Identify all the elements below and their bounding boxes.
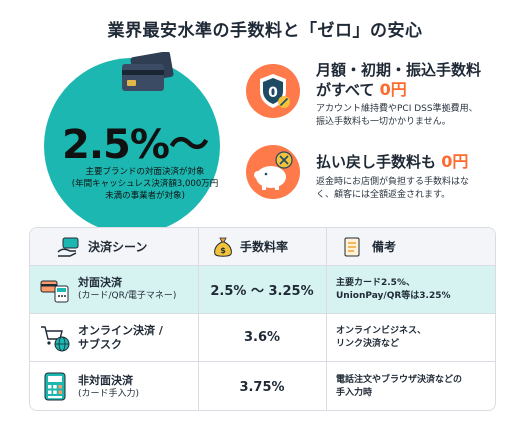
hero-note-line: (年間キャッシュレス決済額3,000万円 — [71, 179, 219, 189]
rate-cell: 3.6% — [243, 330, 281, 345]
table-header-row: 決済シーン $ 手数料率 備考 — [30, 228, 495, 266]
zero-yen-label: 0円 — [379, 80, 407, 99]
scene-cell: 非対面決済 (カード手入力) — [78, 362, 140, 410]
note-line: リンク決済など — [336, 338, 400, 349]
calculator-icon — [44, 372, 66, 401]
feature-title: 月額・初期・振込手数料 がすべて 0円 — [316, 60, 481, 100]
table-row: 非対面決済 (カード手入力) 3.75% 電話注文やブラウザ決済などの 手入力時 — [30, 362, 495, 410]
note-line: 手入力時 — [336, 388, 373, 398]
hero-note-line: 未満の事業者が対象) — [105, 191, 185, 201]
feature-desc-line: 振込手数料も一切かかりません。 — [316, 117, 451, 127]
shield-zero-icon: 0 — [246, 64, 300, 118]
table-row: オンライン決済 / サブスク 3.6% オンラインビジネス、 リンク決済など — [30, 314, 495, 362]
piggy-bank-icon — [246, 145, 300, 199]
feature-desc-line: く、顧客には全額返金されます。 — [316, 190, 451, 200]
header-rate: 手数料率 — [240, 240, 289, 254]
rate-cell: 3.75% — [239, 379, 285, 395]
hero-rate: 2.5%〜 — [62, 122, 209, 168]
money-bag-icon: $ — [214, 237, 232, 257]
feature-title: 払い戻し手数料も 0円 — [316, 152, 468, 172]
card-terminal-icon — [40, 280, 69, 303]
table-row: 対面決済 (カード/QR/電子マネー) 2.5% 〜 3.25% 主要カード2.… — [30, 266, 495, 314]
feature-description: 返金時にお店側が負担する手数料はな く、顧客には全額返金されます。 — [316, 176, 469, 202]
zero-yen-label: 0円 — [441, 152, 469, 171]
note-line: 電話注文やブラウザ決済などの — [336, 375, 463, 385]
header-scene: 決済シーン — [88, 240, 148, 254]
note-cell: 主要カード2.5%、 UnionPay/QR等は3.25% — [336, 266, 451, 313]
rate-cell: 2.5% 〜 3.25% — [210, 284, 314, 299]
scene-cell: オンライン決済 / サブスク — [78, 314, 163, 361]
note-line: オンラインビジネス、 — [336, 325, 427, 336]
headline: 業界最安水準の手数料と「ゼロ」の安心 — [107, 21, 423, 41]
scene-cell: 対面決済 (カード/QR/電子マネー) — [78, 266, 176, 313]
note-cell: 電話注文やブラウザ決済などの 手入力時 — [336, 362, 463, 410]
feature-desc-line: アカウント維持費やPCI DSS準拠費用、 — [316, 104, 478, 114]
scene-name: オンライン決済 / — [78, 323, 163, 337]
scene-name: 非対面決済 — [78, 373, 133, 387]
scene-name: 対面決済 — [78, 276, 122, 289]
fee-table: 決済シーン $ 手数料率 備考 — [29, 227, 496, 411]
hero-note-line: 主要ブランドの対面決済が対象 — [85, 167, 205, 177]
feature-title-prefix: 払い戻し手数料も — [316, 153, 437, 171]
memo-icon — [344, 237, 360, 257]
feature-title-prefix: がすべて — [316, 81, 375, 99]
card-hand-icon — [57, 237, 79, 257]
credit-card-icon — [122, 52, 174, 91]
feature-description: アカウント維持費やPCI DSS準拠費用、 振込手数料も一切かかりません。 — [316, 103, 478, 129]
svg-text:$: $ — [220, 246, 226, 255]
feature-title-line: がすべて 0円 — [316, 80, 481, 100]
scene-sub: (カード/QR/電子マネー) — [78, 291, 177, 301]
note-line: UnionPay/QR等は3.25% — [336, 290, 451, 301]
hero-note: 主要ブランドの対面決済が対象 (年間キャッシュレス決済額3,000万円 未満の事… — [50, 166, 240, 202]
svg-text:0: 0 — [268, 85, 278, 101]
scene-sub: (カード手入力) — [78, 388, 140, 399]
feature-desc-line: 返金時にお店側が負担する手数料はな — [316, 177, 470, 187]
note-line: 主要カード2.5%、 — [336, 277, 415, 288]
scene-sub: サブスク — [78, 337, 122, 351]
note-cell: オンラインビジネス、 リンク決済など — [336, 314, 426, 361]
feature-title-line: 月額・初期・振込手数料 — [316, 61, 482, 79]
cart-globe-icon — [41, 326, 70, 352]
header-note: 備考 — [372, 240, 397, 254]
